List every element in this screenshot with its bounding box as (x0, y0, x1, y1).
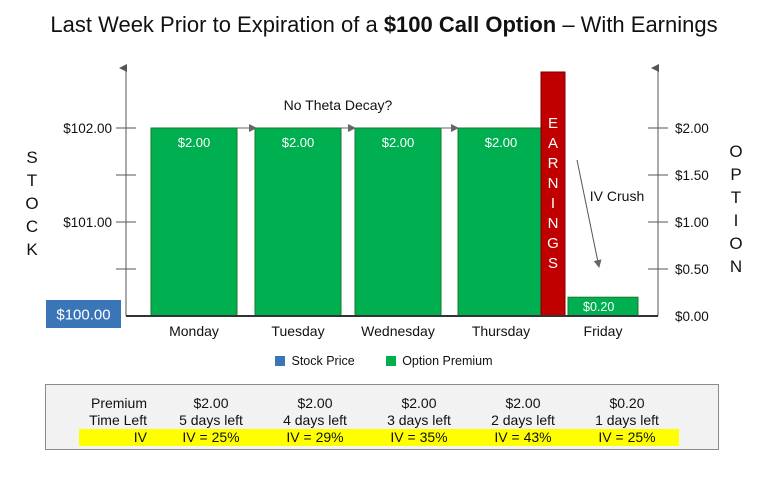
title-suffix: – With Earnings (556, 12, 718, 37)
legend-label-option: Option Premium (402, 353, 493, 368)
earnings-letter: A (548, 135, 558, 152)
legend: Stock Price Option Premium (0, 353, 768, 368)
earnings-letter: N (548, 175, 559, 192)
right-tick-label: $1.00 (675, 215, 709, 230)
summary-table: Premium $2.00 $2.00 $2.00 $2.00 $0.20 Ti… (45, 384, 719, 450)
earnings-letter: G (547, 235, 559, 252)
table-cell: IV = 25% (182, 429, 240, 445)
table-cell: $2.00 (193, 395, 229, 411)
legend-swatch-option (386, 355, 397, 366)
earnings-bar (540, 71, 566, 317)
right-tick-label: $0.00 (675, 309, 709, 324)
earnings-letter: N (548, 215, 559, 232)
iv-crush-annotation: IV Crush (590, 188, 644, 204)
option-bar (457, 127, 545, 317)
category-label: Thursday (472, 323, 530, 339)
table-cell: IV = 29% (286, 429, 344, 445)
earnings-letter: E (548, 115, 558, 132)
iv-crush-arrow (576, 159, 602, 268)
bar-data-label: $0.20 (583, 300, 614, 314)
category-label: Monday (169, 323, 219, 339)
left-tick-label: $102.00 (63, 121, 112, 136)
legend-item-stock: Stock Price (275, 353, 355, 368)
table-cell: 4 days left (283, 412, 347, 428)
bar-data-label: $2.00 (178, 135, 211, 150)
left-axis-letter: K (26, 240, 38, 259)
right-tick-label: $0.50 (675, 262, 709, 277)
table-cell: $0.20 (609, 395, 645, 411)
right-axis-letter: O (729, 142, 743, 161)
right-tick-label: $1.50 (675, 168, 709, 183)
legend-swatch-stock (275, 355, 286, 366)
category-label: Wednesday (361, 323, 435, 339)
table-row-premium: Premium $2.00 $2.00 $2.00 $2.00 $0.20 (79, 395, 679, 412)
legend-item-option: Option Premium (386, 353, 493, 368)
right-axis-letter: T (730, 188, 742, 207)
table-cell: 1 days left (595, 412, 659, 428)
no-theta-annotation: No Theta Decay? (284, 97, 393, 113)
option-bar (354, 127, 442, 317)
left-tick-label: $101.00 (63, 215, 112, 230)
earnings-letter: R (548, 155, 559, 172)
option-bar (254, 127, 342, 317)
chart-title: Last Week Prior to Expiration of a $100 … (0, 12, 768, 38)
right-axis-letter: N (729, 257, 743, 276)
table-cell: $2.00 (505, 395, 541, 411)
table-row-iv: IV IV = 25% IV = 29% IV = 35% IV = 43% I… (79, 429, 679, 446)
table-cell: 2 days left (491, 412, 555, 428)
left-axis-letter: T (26, 171, 38, 190)
stock-price-box (46, 300, 121, 328)
left-axis-letter: O (25, 194, 39, 213)
row-label-iv: IV (133, 429, 147, 445)
title-prefix: Last Week Prior to Expiration of a (50, 12, 384, 37)
row-label-time-left: Time Left (89, 412, 147, 428)
table-cell: IV = 35% (390, 429, 448, 445)
left-axis-letter: C (25, 217, 39, 236)
bar-data-label: $2.00 (282, 135, 315, 150)
right-axis-letter: P (730, 165, 742, 184)
earnings-letter: S (548, 255, 558, 272)
category-label: Friday (584, 323, 623, 339)
right-axis-letter: I (733, 211, 739, 230)
bar-data-label: $2.00 (382, 135, 415, 150)
table-cell: IV = 43% (494, 429, 552, 445)
bar-data-label: $2.00 (485, 135, 518, 150)
table-cell: 5 days left (179, 412, 243, 428)
title-bold: $100 Call Option (383, 12, 557, 37)
table-cell: $2.00 (297, 395, 333, 411)
category-label: Tuesday (271, 323, 324, 339)
table-cell: 3 days left (387, 412, 451, 428)
chart-canvas: $101.00 $102.00 $0.00 $0.50 $1.00 $1.50 $2.00 $… (46, 64, 709, 339)
stock-price-box-label: $100.00 (56, 307, 110, 324)
row-label-premium: Premium (90, 395, 147, 411)
legend-label-stock: Stock Price (291, 353, 355, 368)
left-axis-letter: S (26, 148, 38, 167)
option-bar (150, 127, 238, 317)
table-cell: $2.00 (401, 395, 437, 411)
earnings-letter: I (551, 195, 555, 212)
table-cell: IV = 25% (598, 429, 656, 445)
right-tick-label: $2.00 (675, 121, 709, 136)
table-row-time-left: Time Left 5 days left 4 days left 3 days… (79, 412, 679, 429)
right-axis-letter: O (729, 234, 743, 253)
